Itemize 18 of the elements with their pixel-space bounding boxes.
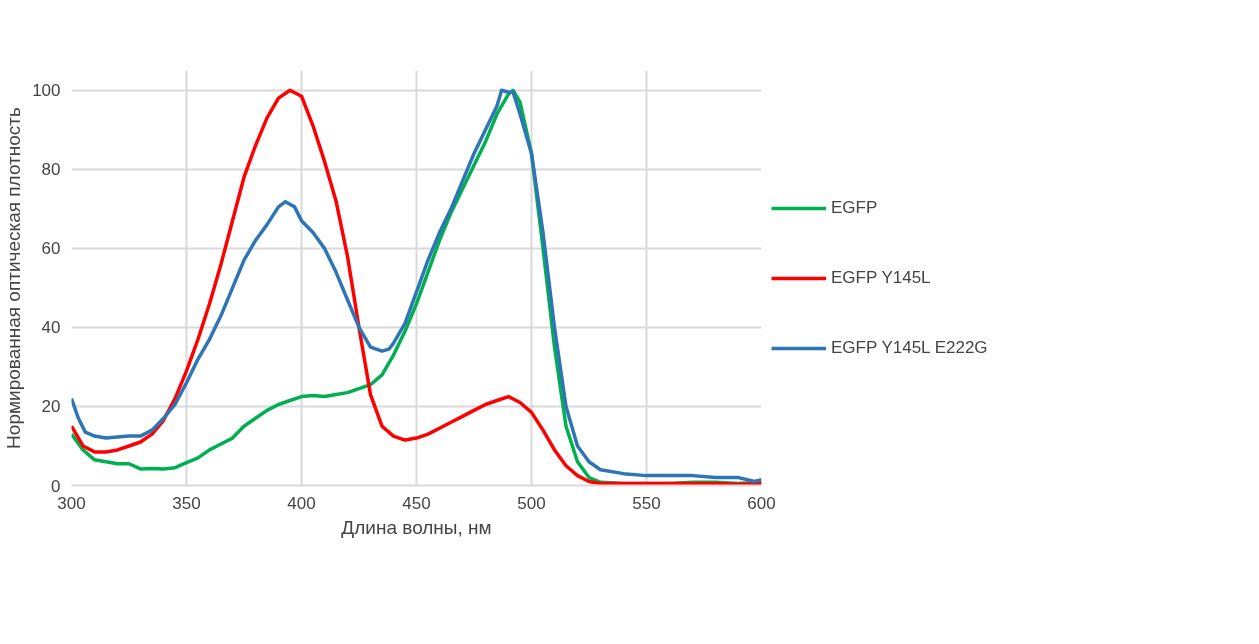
legend-label: EGFP Y145L E222G: [831, 337, 988, 358]
legend-label: EGFP: [831, 197, 878, 218]
legend-label: EGFP Y145L: [831, 267, 931, 288]
x-tick-label: 450: [402, 493, 431, 513]
y-tick-label: 40: [41, 318, 61, 338]
x-tick-label: 300: [57, 493, 86, 513]
x-tick-label: 400: [287, 493, 316, 513]
x-tick-label: 500: [517, 493, 546, 513]
x-tick-label: 550: [632, 493, 661, 513]
y-axis-title: Нормированная оптическая плотность: [3, 106, 25, 449]
y-tick-label: 80: [41, 160, 61, 180]
x-tick-label: 350: [172, 493, 201, 513]
y-tick-label: 0: [51, 476, 61, 496]
y-tick-label: 60: [41, 239, 61, 259]
x-tick-label: 600: [747, 493, 776, 513]
y-tick-label: 20: [41, 397, 61, 417]
y-tick-label: 100: [32, 81, 61, 101]
x-axis-title: Длина волны, нм: [341, 516, 492, 538]
